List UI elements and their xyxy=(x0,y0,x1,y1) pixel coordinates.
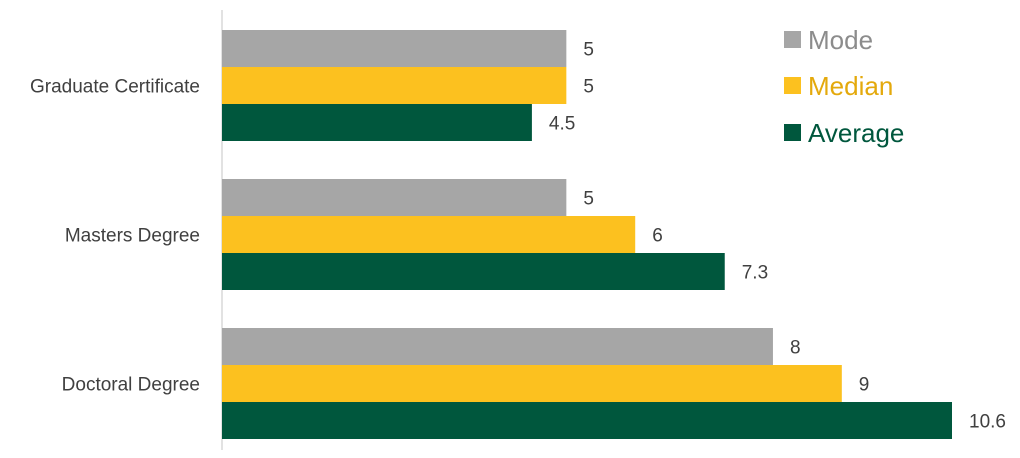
bar-average-graduate-certificate xyxy=(222,104,532,141)
data-label-median-doctoral-degree: 9 xyxy=(859,375,870,396)
bars-layer xyxy=(222,30,952,439)
bar-median-graduate-certificate xyxy=(222,67,567,104)
labels-layer: Graduate Certificate 5 5 4.5 Masters Degree 5… xyxy=(30,40,1006,433)
legend-swatch-median xyxy=(784,77,801,94)
data-label-median-graduate-certificate: 5 xyxy=(583,77,594,98)
category-label-masters-degree: Masters Degree xyxy=(65,226,200,247)
data-label-mode-masters-degree: 5 xyxy=(583,189,594,210)
data-label-average-masters-degree: 7.3 xyxy=(742,263,768,284)
legend-label-average: Average xyxy=(808,118,904,148)
bar-mode-masters-degree xyxy=(222,179,567,216)
bar-median-doctoral-degree xyxy=(222,365,842,402)
bar-average-masters-degree xyxy=(222,253,725,290)
category-label-graduate-certificate: Graduate Certificate xyxy=(30,77,200,98)
category-label-doctoral-degree: Doctoral Degree xyxy=(62,375,200,396)
legend-label-median: Median xyxy=(808,71,893,101)
data-label-mode-doctoral-degree: 8 xyxy=(790,338,801,359)
bar-median-masters-degree xyxy=(222,216,636,253)
legend-swatch-mode xyxy=(784,31,801,48)
legend: Mode Median Average xyxy=(784,25,904,148)
data-label-average-graduate-certificate: 4.5 xyxy=(549,114,575,135)
data-label-average-doctoral-degree: 10.6 xyxy=(969,412,1006,433)
bar-mode-doctoral-degree xyxy=(222,328,773,365)
data-label-median-masters-degree: 6 xyxy=(652,226,663,247)
data-label-mode-graduate-certificate: 5 xyxy=(583,40,594,61)
legend-label-mode: Mode xyxy=(808,25,873,55)
legend-swatch-average xyxy=(784,124,801,141)
bar-average-doctoral-degree xyxy=(222,402,952,439)
bar-mode-graduate-certificate xyxy=(222,30,567,67)
